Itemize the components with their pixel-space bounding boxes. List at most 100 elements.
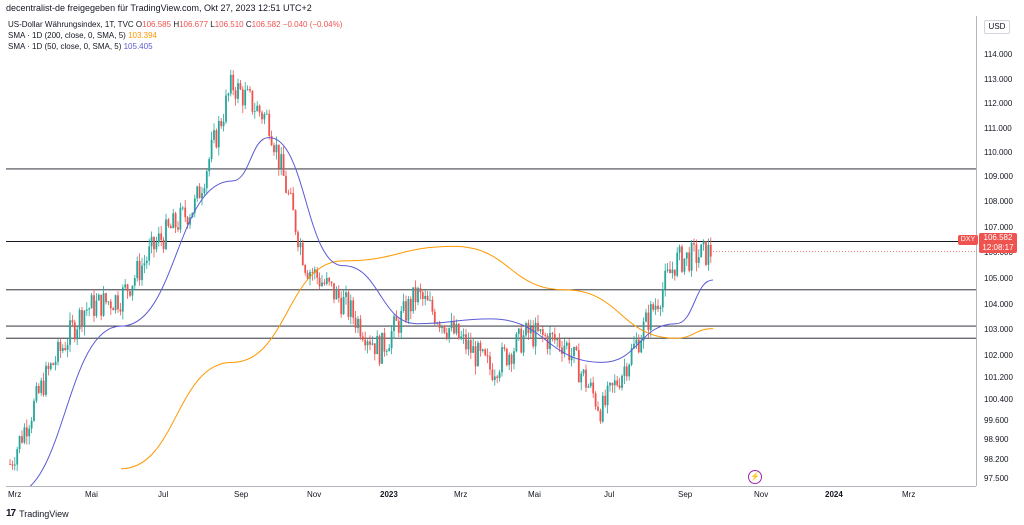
candle-body: [304, 265, 307, 273]
candle-body: [297, 232, 299, 248]
candle-body: [628, 364, 631, 377]
candle-body: [69, 320, 71, 345]
legend-sma200-row[interactable]: SMA · 1D (200, close, 0, SMA, 5) 103.394: [8, 30, 342, 41]
candle-body: [510, 354, 513, 364]
candle-body: [441, 325, 443, 328]
candle-body: [102, 293, 105, 316]
bar-countdown: 12:08:17: [982, 243, 1014, 252]
candle-body: [671, 269, 674, 274]
candle-body: [325, 277, 328, 284]
candle-body: [436, 323, 439, 325]
candle-body: [640, 340, 643, 353]
candle-body: [9, 463, 11, 465]
footer-brand[interactable]: 17 TradingView: [6, 508, 69, 519]
candle-body: [174, 213, 177, 228]
candle-body: [105, 293, 107, 303]
candle-body: [465, 334, 467, 350]
candle-body: [539, 329, 542, 331]
candle-body: [177, 227, 179, 230]
candle-body: [587, 386, 590, 388]
candle-body: [23, 427, 26, 443]
candle-body: [251, 90, 254, 112]
candle-body: [685, 252, 688, 259]
candle-body: [664, 270, 667, 290]
candle-body: [633, 343, 635, 349]
time-axis[interactable]: [6, 486, 976, 504]
sma200-value: 103.394: [128, 31, 157, 40]
candle-body: [618, 385, 621, 388]
candle-body: [263, 114, 266, 120]
candle-body: [690, 243, 693, 271]
candle-body: [265, 113, 268, 115]
candle-body: [580, 373, 583, 383]
candle-body: [393, 316, 395, 332]
flash-icon[interactable]: ⚡: [748, 470, 762, 484]
candle-body: [549, 333, 551, 349]
candle-body: [153, 236, 155, 250]
candle-body: [532, 326, 535, 347]
time-tick-label: Nov: [307, 490, 322, 499]
candle-body: [57, 341, 59, 362]
candle-body: [49, 363, 52, 370]
time-tick-label: Nov: [754, 490, 769, 499]
candle-body: [558, 339, 561, 348]
candle-body: [215, 130, 218, 148]
candle-body: [148, 246, 151, 261]
candle-body: [479, 342, 482, 351]
candle-body: [354, 317, 357, 328]
candle-body: [705, 241, 707, 265]
candle-body: [220, 120, 223, 127]
candle-body: [697, 257, 700, 263]
candle-body: [253, 111, 256, 112]
price-tick-label: 98.900: [984, 435, 1009, 444]
candle-body: [609, 382, 611, 386]
candle-body: [589, 382, 592, 387]
candle-body: [352, 300, 355, 318]
candle-body: [47, 365, 50, 370]
price-tick-label: 104.000: [984, 300, 1013, 309]
candle-body: [81, 310, 83, 328]
open-label: O: [135, 20, 143, 29]
candle-body: [599, 410, 602, 422]
candle-body: [318, 277, 321, 287]
candle-body: [59, 341, 62, 351]
candle-body: [563, 345, 566, 354]
candle-body: [172, 213, 175, 229]
price-chart[interactable]: [6, 16, 976, 486]
candle-body: [409, 298, 412, 312]
candle-body: [285, 175, 287, 193]
price-axis[interactable]: [976, 16, 1024, 486]
candle-body: [167, 219, 170, 227]
candle-body: [700, 244, 703, 258]
candle-body: [136, 260, 139, 279]
candle-body: [232, 74, 235, 91]
price-tick-label: 100.400: [984, 395, 1013, 404]
candle-body: [143, 263, 146, 266]
candle-body: [376, 335, 379, 355]
candle-body: [270, 135, 273, 146]
sma50-line: [29, 137, 714, 486]
candle-body: [21, 436, 23, 443]
candle-body: [378, 335, 381, 364]
candle-body: [280, 154, 283, 169]
candle-body: [395, 316, 398, 321]
currency-button[interactable]: USD: [984, 20, 1010, 34]
candle-body: [162, 239, 165, 250]
price-tick-label: 114.000: [984, 50, 1013, 59]
candle-body: [453, 320, 455, 334]
candle-body: [71, 320, 74, 323]
candle-body: [42, 380, 45, 395]
candle-body: [429, 299, 431, 301]
candle-body: [66, 344, 69, 350]
candle-body: [517, 328, 520, 334]
candle-body: [333, 283, 335, 300]
legend-sma50-row[interactable]: SMA · 1D (50, close, 0, SMA, 5) 105.405: [8, 41, 342, 52]
candle-body: [681, 246, 683, 272]
candle-body: [61, 348, 64, 351]
candle-body: [438, 323, 441, 328]
candle-body: [645, 312, 647, 322]
low-value: 106.510: [214, 20, 244, 29]
candle-body: [141, 265, 143, 281]
candle-body: [179, 207, 182, 230]
candle-body: [489, 356, 491, 370]
